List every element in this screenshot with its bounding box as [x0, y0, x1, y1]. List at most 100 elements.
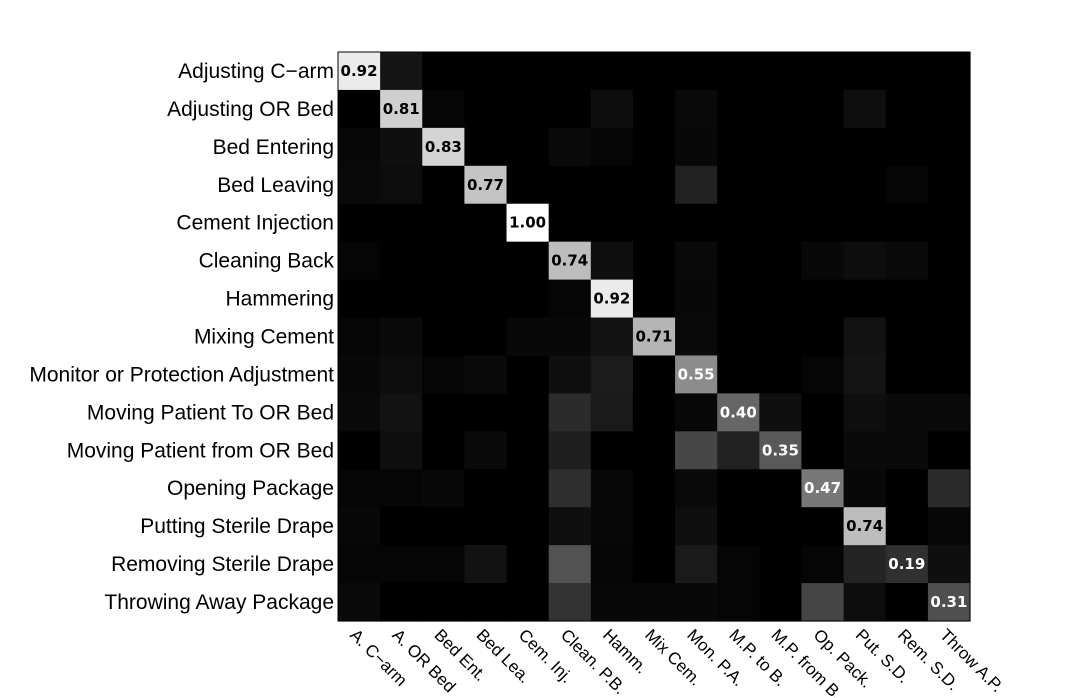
heatmap-cell: [759, 203, 803, 243]
row-labels: Adjusting C−arm Adjusting OR Bed Bed Enter…: [29, 60, 334, 614]
heatmap-cell: [590, 165, 634, 205]
heatmap-cell: [717, 583, 760, 622]
heatmap-cell: [801, 279, 845, 319]
heatmap-cell: [675, 89, 718, 129]
heatmap-cell: [548, 469, 592, 508]
heatmap-cell: [506, 317, 550, 357]
heatmap-cell: [464, 431, 508, 470]
cell-value-label: 0.83: [425, 138, 462, 156]
heatmap-cell: [632, 507, 676, 546]
heatmap-cell: [464, 279, 508, 319]
row-label: Adjusting C−arm: [178, 60, 334, 83]
heatmap-cell: [548, 507, 592, 546]
heatmap-cell: [338, 317, 381, 357]
heatmap-cell: [717, 317, 760, 357]
heatmap-cell: [927, 203, 971, 243]
heatmap-cell: [632, 127, 676, 167]
heatmap-cell: [717, 165, 760, 205]
heatmap-cell: [548, 545, 592, 584]
heatmap-cell: [338, 507, 381, 546]
heatmap-cell: [380, 89, 423, 129]
heatmap-cell: [506, 393, 550, 432]
row-label: Bed Entering: [213, 136, 334, 159]
heatmap-cell: [548, 52, 592, 91]
heatmap-cell: [885, 127, 929, 167]
heatmap-cell: [422, 52, 465, 91]
heatmap-cell: [464, 469, 508, 508]
heatmap-cell: [801, 431, 845, 470]
heatmap-cell: [801, 507, 845, 546]
heatmap-cell: [380, 583, 423, 622]
heatmap-cell: [506, 355, 550, 394]
heatmap-cell: [548, 317, 592, 357]
heatmap-cell: [380, 127, 423, 167]
heatmap-cell: [590, 545, 634, 584]
heatmap-cell: [927, 127, 971, 167]
heatmap-cell: [843, 52, 887, 91]
heatmap-cell: [632, 241, 676, 281]
heatmap-cell: [464, 241, 508, 281]
heatmap-cell: [675, 241, 718, 281]
heatmap-cell: [801, 241, 845, 281]
heatmap-cell: [843, 317, 887, 357]
heatmap-cell: [632, 355, 676, 394]
heatmap-cell: [717, 355, 760, 394]
heatmap-cell: [675, 317, 718, 357]
plot-frame: [337, 51, 971, 622]
heatmap-cells: [338, 52, 971, 622]
heatmap-cell: [422, 469, 465, 508]
heatmap-cell: [843, 507, 887, 546]
heatmap-cell: [338, 203, 381, 243]
row-label: Hammering: [225, 288, 334, 311]
cell-value-label: 0.74: [846, 517, 883, 535]
heatmap-cell: [885, 241, 929, 281]
heatmap-cell: [464, 393, 508, 432]
heatmap-cell: [380, 469, 423, 508]
heatmap-cell: [675, 545, 718, 584]
heatmap-cell: [885, 52, 929, 91]
cell-value-label: 0.31: [930, 593, 967, 611]
heatmap-cell: [422, 583, 465, 622]
heatmap-cell: [338, 583, 381, 622]
heatmap-cell: [843, 165, 887, 205]
heatmap-cell: [801, 393, 845, 432]
heatmap-cell: [885, 89, 929, 129]
heatmap-cell: [801, 89, 845, 129]
heatmap-cell: [338, 89, 381, 129]
heatmap-cell: [422, 127, 465, 167]
heatmap-cell: [927, 241, 971, 281]
heatmap-cell: [717, 469, 760, 508]
heatmap-cell: [885, 431, 929, 470]
heatmap-cell: [590, 52, 634, 91]
heatmap-cell: [759, 583, 803, 622]
cell-value-label: 0.71: [635, 328, 672, 346]
heatmap-cell: [590, 469, 634, 508]
heatmap-cell: [464, 545, 508, 584]
heatmap-cell: [380, 393, 423, 432]
heatmap-cell: [843, 469, 887, 508]
heatmap-cell: [380, 241, 423, 281]
heatmap-cell: [675, 393, 718, 432]
heatmap-cell: [422, 545, 465, 584]
heatmap-cell: [590, 279, 634, 319]
row-label: Bed Leaving: [217, 174, 334, 197]
heatmap-cell: [927, 507, 971, 546]
heatmap-cell: [632, 583, 676, 622]
heatmap-cell: [801, 52, 845, 91]
heatmap-cell: [759, 317, 803, 357]
heatmap-cell: [464, 127, 508, 167]
heatmap-cell: [506, 241, 550, 281]
cell-value-label: 0.74: [551, 252, 588, 270]
heatmap-cell: [380, 203, 423, 243]
heatmap-cell: [548, 241, 592, 281]
heatmap-cell: [548, 203, 592, 243]
heatmap-cell: [632, 279, 676, 319]
heatmap-cell: [717, 545, 760, 584]
heatmap-cell: [422, 279, 465, 319]
heatmap-cell: [717, 279, 760, 319]
heatmap-cell: [843, 431, 887, 470]
heatmap-cell: [506, 89, 550, 129]
heatmap-cell: [422, 89, 465, 129]
heatmap-cell: [801, 355, 845, 394]
